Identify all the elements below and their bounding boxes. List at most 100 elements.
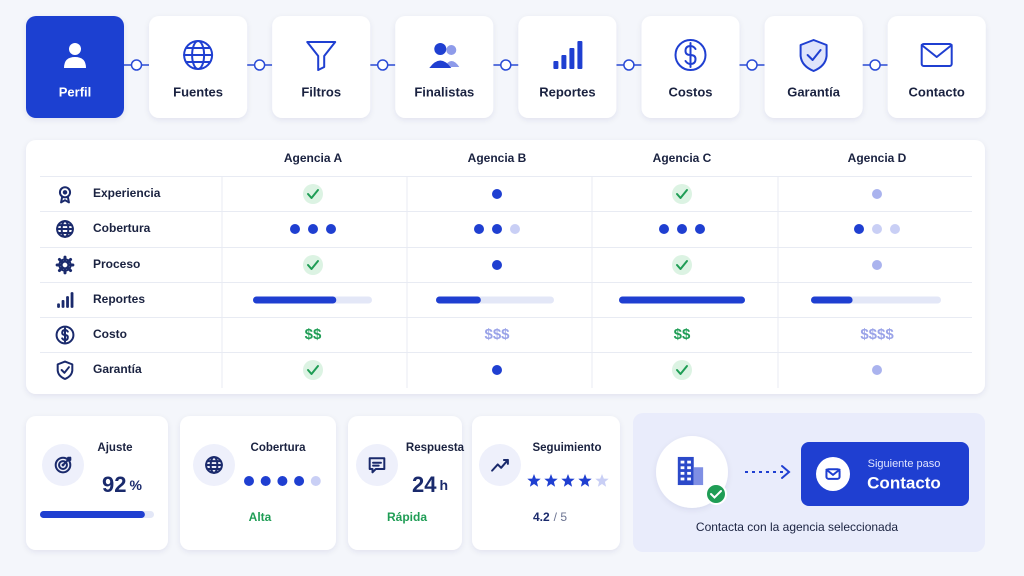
- verified-mark: [710, 490, 722, 499]
- icon-part: [680, 460, 685, 464]
- step[interactable]: Garantía: [764, 16, 888, 118]
- step-label: Filtros: [301, 84, 341, 99]
- icon-part: [687, 471, 691, 475]
- summary-card: Seguimiento 4.2 / 5: [472, 416, 620, 550]
- icon-part: [60, 195, 70, 204]
- dot: [695, 224, 705, 234]
- score: 4.2 / 5: [533, 510, 567, 524]
- row-label: Experiencia: [93, 186, 161, 200]
- card-title: Respuesta: [406, 442, 465, 454]
- icon-part: [60, 366, 70, 374]
- icon-part: [60, 260, 70, 270]
- check: [303, 360, 323, 380]
- arrow-head: [781, 465, 791, 479]
- dot: [677, 224, 687, 234]
- icon-part: [62, 456, 72, 466]
- dot: [260, 476, 271, 486]
- step-icon: [64, 43, 86, 68]
- connector-dot: [130, 59, 143, 71]
- icon-part: [806, 49, 822, 61]
- icon-part: [680, 466, 685, 470]
- status-dot: [872, 260, 882, 270]
- row-label: Garantía: [93, 362, 142, 376]
- next-step-button[interactable]: Siguiente paso Contacto: [801, 442, 969, 506]
- metric-unit: h: [439, 477, 448, 493]
- dot: [310, 476, 321, 486]
- icon-part: [569, 48, 575, 69]
- star: [527, 474, 541, 487]
- dot: [854, 224, 864, 234]
- row-label: Cobertura: [93, 221, 151, 235]
- building-icon: [677, 456, 704, 486]
- panel-caption: Contacta con la agencia seleccionada: [696, 520, 898, 534]
- score-suffix: / 5: [554, 510, 568, 524]
- status-dot: [492, 189, 502, 199]
- icon-part: [54, 456, 72, 474]
- step-icon: [553, 41, 583, 69]
- check-mark: [307, 260, 319, 270]
- icon-part: [56, 360, 74, 380]
- check-mark: [676, 260, 688, 270]
- step[interactable]: Fuentes: [149, 16, 273, 118]
- comparison-table: Agencia A Agencia B Agencia C Agencia D Expe…: [26, 140, 985, 394]
- step[interactable]: Finalistas: [395, 16, 519, 118]
- row-icon: [57, 292, 74, 308]
- icon-part: [577, 41, 583, 69]
- step-icon: [799, 39, 828, 72]
- dot: [290, 224, 300, 234]
- summary-card: Ajuste 92%: [26, 416, 168, 550]
- step-label: Perfil: [59, 84, 92, 99]
- status-dot: [492, 365, 502, 375]
- icon-part: [306, 41, 337, 71]
- icon-part: [58, 258, 72, 272]
- icon-part: [684, 42, 697, 68]
- row-label: Reportes: [93, 292, 145, 306]
- progress-fill: [619, 296, 745, 304]
- step[interactable]: Filtros: [272, 16, 396, 118]
- dot: [872, 224, 882, 234]
- step-label: Contacto: [909, 84, 965, 99]
- dot: [890, 224, 900, 234]
- step[interactable]: Reportes: [518, 16, 642, 118]
- step-label: Reportes: [539, 84, 595, 99]
- icon-part: [62, 190, 68, 195]
- check: [672, 184, 692, 204]
- dot: [474, 224, 484, 234]
- card-icon: [491, 458, 509, 472]
- card-icon: [54, 456, 72, 474]
- check-bg: [303, 255, 323, 275]
- button-bg: [801, 442, 969, 506]
- check-bg: [672, 184, 692, 204]
- rating-dots: [474, 224, 520, 234]
- metric-value: 92: [102, 472, 126, 497]
- score-value: 4.2: [533, 510, 550, 524]
- icon-part: [553, 61, 559, 69]
- dot: [294, 476, 305, 486]
- icon-part: [64, 57, 86, 68]
- progress-fill: [811, 296, 853, 304]
- contact-panel: Siguiente paso Contacto Contacta con la ag…: [633, 413, 985, 552]
- step-icon: [920, 43, 953, 67]
- icon-part: [66, 296, 69, 308]
- column-header: Agencia A: [284, 151, 343, 165]
- cost-level: $$$: [484, 326, 510, 343]
- check: [303, 184, 323, 204]
- icon-part: [680, 477, 685, 481]
- step-icon: [183, 40, 214, 70]
- step[interactable]: Contacto: [887, 16, 986, 118]
- check-mark: [307, 189, 319, 199]
- status-dot: [872, 365, 882, 375]
- icon-part: [491, 458, 509, 472]
- icon-part: [680, 471, 685, 475]
- rating-stars: [527, 474, 609, 487]
- card-title: Cobertura: [251, 442, 307, 454]
- icon-part: [55, 325, 75, 345]
- row-icon: [55, 255, 75, 275]
- check-bg: [303, 184, 323, 204]
- rating-dots: [659, 224, 705, 234]
- card: [26, 416, 168, 550]
- step[interactable]: Costos: [641, 16, 765, 118]
- progress-fill: [253, 296, 337, 304]
- step[interactable]: Perfil: [26, 16, 149, 118]
